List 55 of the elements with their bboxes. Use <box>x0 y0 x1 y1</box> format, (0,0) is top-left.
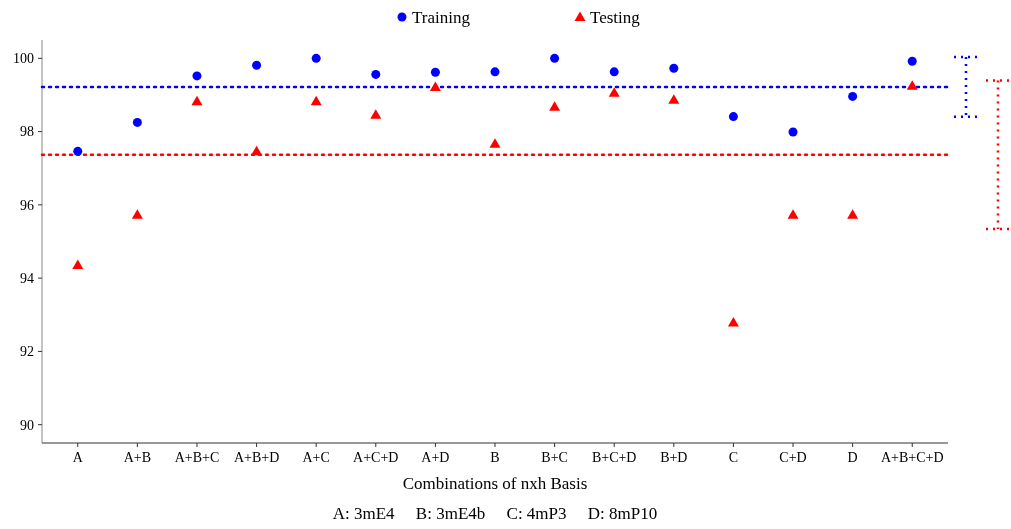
point <box>429 81 441 91</box>
x-tick-label: A+B <box>123 450 152 465</box>
point <box>847 209 859 219</box>
x-tick-label: D <box>847 450 858 465</box>
legend-label: Training <box>412 7 471 27</box>
point <box>669 63 679 73</box>
x-axis-title: Combinations of nxh Basis <box>402 474 588 493</box>
x-tick-label: C <box>728 450 739 465</box>
point <box>310 95 322 106</box>
point <box>907 56 917 66</box>
point <box>252 60 262 70</box>
point <box>668 94 680 104</box>
point <box>490 67 500 77</box>
legend-label: Testing <box>590 7 641 27</box>
x-tick-label: B+C <box>541 450 568 465</box>
point <box>131 209 143 219</box>
point <box>848 91 858 101</box>
y-tick-label: 90 <box>20 417 34 433</box>
point <box>251 145 263 156</box>
y-tick-label: 94 <box>20 271 34 287</box>
point <box>788 127 798 137</box>
text: A: 3mE4 B: 3mE4b C: 4mP3 D: 8mP10 <box>332 504 658 523</box>
y-tick-label: 98 <box>20 124 34 140</box>
point <box>371 69 381 79</box>
x-tick-label: A+B+D <box>233 450 280 465</box>
point <box>728 112 738 122</box>
x-tick-label: A+C+D <box>353 450 399 465</box>
x-tick-label: A+C <box>302 450 330 465</box>
x-tick-label: A <box>72 450 84 465</box>
point <box>72 259 84 269</box>
point <box>132 117 142 127</box>
y-tick-label: 96 <box>20 197 34 213</box>
point <box>489 138 501 148</box>
point <box>73 146 83 156</box>
point <box>727 316 739 327</box>
point <box>192 71 202 81</box>
x-tick-label: B <box>490 450 500 465</box>
x-tick-label: C+D <box>779 450 807 465</box>
x-tick-label: A+D <box>421 450 450 465</box>
point <box>787 209 799 219</box>
x-tick-label: A+B+C+D <box>880 450 944 465</box>
point <box>370 109 382 119</box>
y-tick-label: 92 <box>20 344 34 360</box>
x-tick-label: B+C+D <box>591 450 637 465</box>
x-tick-label: B+D <box>660 450 688 465</box>
point <box>609 67 619 77</box>
point <box>549 101 561 111</box>
point <box>430 67 440 77</box>
point <box>191 95 203 106</box>
point <box>906 80 918 90</box>
point <box>550 53 560 63</box>
x-tick-label: A+B+C <box>174 450 220 465</box>
point <box>608 87 620 97</box>
point <box>311 53 321 63</box>
y-tick-label: 100 <box>13 51 34 67</box>
